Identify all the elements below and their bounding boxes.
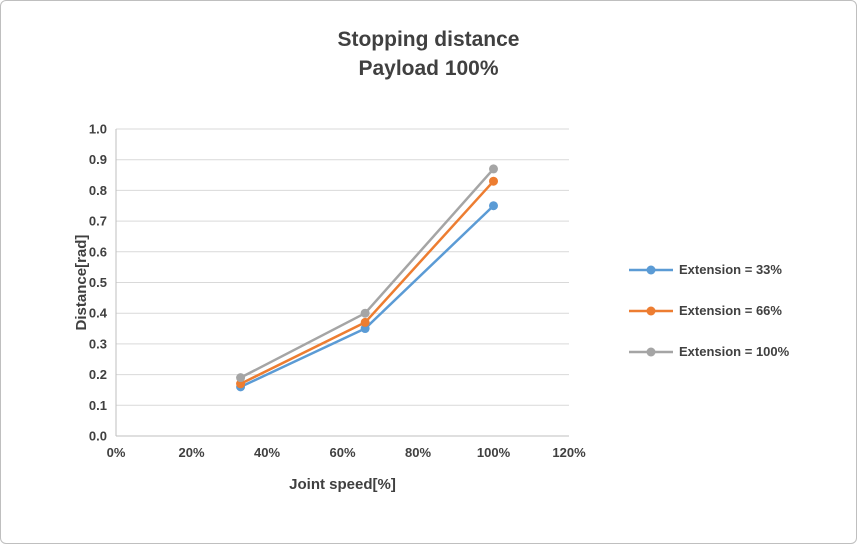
data-point-marker [489, 176, 498, 186]
y-tick-label: 0.3 [89, 336, 107, 351]
x-axis-title: Joint speed[%] [289, 476, 396, 493]
data-point-marker [360, 308, 370, 318]
chart-title-line2: Payload 100% [358, 57, 499, 81]
y-tick-label: 0.5 [89, 275, 107, 290]
series-line [239, 167, 495, 379]
y-tick-label: 0.4 [89, 306, 108, 321]
chart-title-line1: Stopping distance [337, 28, 520, 51]
y-axis-title: Distance[rad] [73, 235, 90, 331]
legend-label: Extension = 33% [679, 262, 782, 277]
data-point-marker [489, 201, 498, 211]
legend-marker-icon [629, 306, 673, 315]
x-tick-label: 20% [178, 445, 204, 460]
x-tick-label: 40% [254, 445, 280, 460]
x-tick-label: 0% [107, 445, 126, 460]
data-point-marker [489, 164, 498, 174]
data-point-marker [236, 373, 246, 383]
legend-item: Extension = 33% [628, 262, 789, 277]
y-tick-label: 0.0 [89, 429, 107, 444]
legend-item: Extension = 100% [628, 344, 789, 359]
legend-label: Extension = 100% [679, 344, 790, 359]
y-tick-label: 0.6 [89, 244, 107, 259]
legend-marker-icon [629, 265, 673, 274]
data-point-marker [360, 317, 370, 327]
y-tick-label: 0.8 [89, 183, 107, 198]
y-tick-label: 0.1 [89, 398, 107, 413]
y-tick-label: 0.2 [89, 367, 107, 382]
y-tick-label: 1.0 [89, 122, 107, 137]
legend-marker-icon [629, 347, 673, 356]
legend-item: Extension = 66% [628, 303, 789, 318]
y-tick-label: 0.7 [89, 214, 107, 229]
chart-title: Stopping distance Payload 100% [1, 25, 856, 84]
x-tick-label: 80% [405, 445, 431, 460]
y-tick-label: 0.9 [89, 152, 107, 167]
x-tick-label: 60% [329, 445, 355, 460]
x-tick-label: 100% [477, 445, 511, 460]
series-line [239, 204, 495, 389]
x-tick-label: 120% [552, 445, 586, 460]
legend-label: Extension = 66% [679, 303, 782, 318]
legend: Extension = 33% Extension = 66% Extension … [628, 262, 789, 359]
